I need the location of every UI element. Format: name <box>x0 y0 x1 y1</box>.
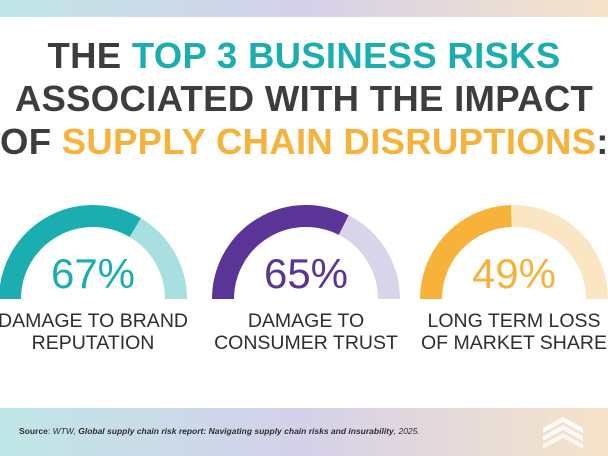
gauge-consumer-trust: 65% <box>212 205 400 305</box>
gauge-track <box>129 218 187 300</box>
gauge-fill <box>0 205 141 300</box>
gauge-track <box>511 205 608 300</box>
title-text: : <box>596 121 608 162</box>
source-label: Source <box>19 426 48 436</box>
footer-bar <box>0 408 608 456</box>
source-note: Source: WTW, Global supply chain risk re… <box>19 425 420 437</box>
stacked-chevrons-logo-icon <box>543 417 583 449</box>
title-line-3: OF SUPPLY CHAIN DISRUPTIONS: <box>0 120 608 163</box>
title-highlight-orange: SUPPLY CHAIN DISRUPTIONS <box>61 121 597 162</box>
source-report-title: Global supply chain risk report: Navigat… <box>78 426 394 436</box>
source-year: , 2025. <box>393 426 420 436</box>
gauge-brand-reputation: 67% <box>0 205 187 305</box>
gauge-label-brand-reputation: DAMAGE TO BRAND REPUTATION <box>0 310 193 354</box>
gauge-track <box>338 215 400 300</box>
gauge-label-market-share: LONG TERM LOSS OF MARKET SHARE <box>414 310 608 354</box>
gauge-label-consumer-trust: DAMAGE TO CONSUMER TRUST <box>206 310 406 354</box>
source-org: WTW, <box>52 426 79 436</box>
gauge-arc <box>420 205 608 300</box>
title-line-2: ASSOCIATED WITH THE IMPACT <box>14 78 594 119</box>
label-line: DAMAGE TO <box>247 310 365 332</box>
gauge-arc <box>0 205 187 300</box>
label-line: DAMAGE TO BRAND <box>0 310 188 332</box>
top-gradient-bar <box>0 0 608 17</box>
source-sep: : <box>47 426 53 436</box>
label-line: LONG TERM LOSS <box>427 310 601 332</box>
title-text: OF <box>0 121 62 162</box>
gauge-value: 65% <box>263 250 349 297</box>
gauge-arc <box>212 205 400 300</box>
gauge-market-share: 49% <box>420 205 608 305</box>
gauge-fill <box>212 205 349 300</box>
gauge-fill <box>420 205 513 300</box>
gauge-value: 67% <box>50 250 136 297</box>
title-highlight-teal: TOP 3 BUSINESS RISKS <box>131 35 561 76</box>
page-title: THE TOP 3 BUSINESS RISKS ASSOCIATED WITH… <box>0 34 608 163</box>
gauge-value: 49% <box>471 250 557 297</box>
label-line: OF MARKET SHARE <box>420 332 607 354</box>
title-line-1: THE TOP 3 BUSINESS RISKS <box>0 34 608 77</box>
label-line: CONSUMER TRUST <box>214 332 398 354</box>
label-line: REPUTATION <box>31 332 155 354</box>
title-text: THE <box>47 35 132 76</box>
